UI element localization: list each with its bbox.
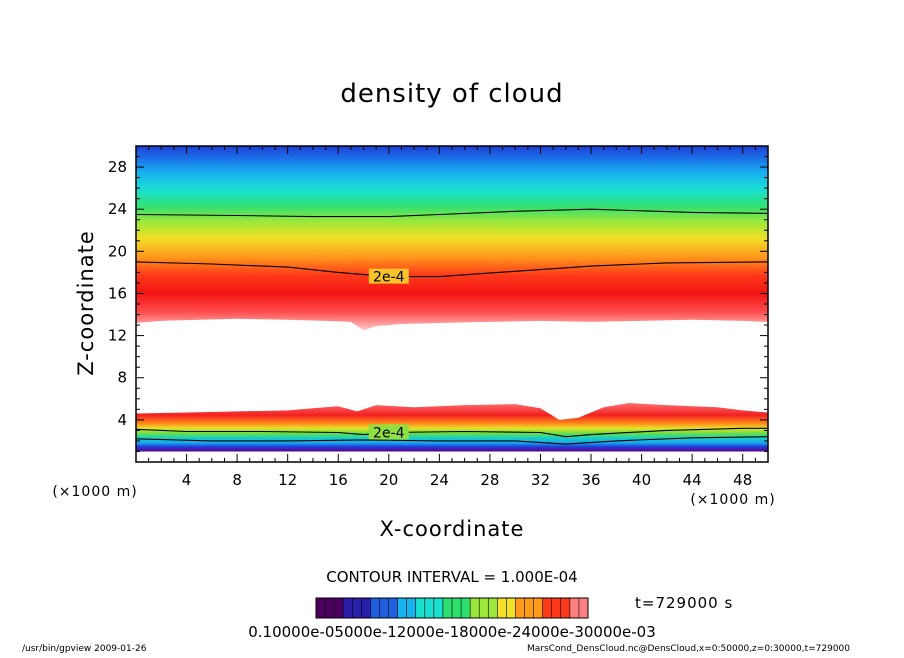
contour-line xyxy=(136,261,768,278)
contour-label-bg xyxy=(368,268,409,284)
colorbar-segment xyxy=(452,598,462,618)
y-tick-label: 24 xyxy=(108,200,127,218)
x-tick-label: 16 xyxy=(329,471,348,489)
y-tick-label: 20 xyxy=(108,242,127,260)
x-tick-label: 20 xyxy=(379,471,398,489)
footer-source: MarsCond_DensCloud.nc@DensCloud,x=0:5000… xyxy=(527,644,850,654)
colorbar-segment xyxy=(479,598,489,618)
colorbar-segment xyxy=(343,598,353,618)
x-tick-label: 24 xyxy=(430,471,449,489)
plot-fill xyxy=(136,146,768,452)
x-unit-label: (×1000 m) xyxy=(690,492,775,508)
x-tick-label: 36 xyxy=(581,471,600,489)
contour-line xyxy=(136,427,768,438)
colorbar-segment xyxy=(461,598,471,618)
y-axis-label: Z-coordinate xyxy=(74,230,98,376)
colorbar-segment xyxy=(352,598,362,618)
colorbar-segment xyxy=(533,598,544,618)
contour-label-group: 2e-4 xyxy=(368,268,409,286)
colorbar xyxy=(315,597,589,619)
colorbar-segment xyxy=(361,598,371,618)
x-tick-label: 44 xyxy=(683,471,702,489)
x-tick-label: 48 xyxy=(733,471,752,489)
colorbar-segment xyxy=(524,598,535,618)
x-tick-label: 4 xyxy=(182,471,192,489)
colorbar-segment xyxy=(316,598,326,618)
x-tick-label: 28 xyxy=(480,471,499,489)
contour-line xyxy=(136,208,768,218)
x-tick-label: 32 xyxy=(531,471,550,489)
colorbar-segment xyxy=(551,598,562,618)
colorbar-segment xyxy=(569,598,580,618)
colorbar-frame xyxy=(315,597,589,619)
contour-label: 2e-4 xyxy=(373,270,405,286)
chart-title: density of cloud xyxy=(340,79,563,109)
lower-cloud-region xyxy=(136,403,768,452)
colorbar-label: 0.10000e-05000e-12000e-18000e-24000e-300… xyxy=(248,623,656,641)
colorbar-segment xyxy=(415,598,426,618)
footer-program: /usr/bin/gpview 2009-01-26 xyxy=(22,644,147,654)
colorbar-segment xyxy=(560,598,571,618)
colorbar-segment xyxy=(325,598,335,618)
colorbar-segment xyxy=(397,598,408,618)
colorbar-segment xyxy=(334,598,344,618)
colorbar-segment xyxy=(488,598,498,618)
y-unit-label: (×1000 m) xyxy=(52,484,137,500)
contour-interval-text: CONTOUR INTERVAL = 1.000E-04 xyxy=(326,568,577,586)
y-tick-label: 4 xyxy=(117,411,127,429)
contour-lines: 2e-4 2e-4 xyxy=(136,208,768,445)
contour-label-bg xyxy=(368,424,409,440)
contour-label-group: 2e-4 xyxy=(368,424,409,442)
colorbar-segment xyxy=(442,598,453,618)
x-tick-label: 8 xyxy=(232,471,242,489)
y-tick-label: 12 xyxy=(108,327,127,345)
colorbar-segment xyxy=(515,598,526,618)
y-tick-label: 16 xyxy=(108,284,127,302)
colorbar-segment xyxy=(370,598,380,618)
colorbar-segment xyxy=(542,598,553,618)
colorbar-segment xyxy=(470,598,480,618)
colorbar-segment xyxy=(406,598,417,618)
contour-line xyxy=(136,436,768,445)
colorbar-segment xyxy=(506,598,516,618)
time-text: t=729000 s xyxy=(635,594,733,612)
y-tick-label: 28 xyxy=(108,158,127,176)
colorbar-segment xyxy=(379,598,390,618)
x-tick-label: 40 xyxy=(632,471,651,489)
colorbar-segment xyxy=(424,598,435,618)
colorbar-segment xyxy=(388,598,399,618)
y-tick-label: 8 xyxy=(117,369,127,387)
colorbar-segment xyxy=(497,598,507,618)
colorbar-segment xyxy=(578,598,589,618)
colorbar-segment xyxy=(433,598,444,618)
upper-cloud-region xyxy=(136,146,768,331)
contour-label: 2e-4 xyxy=(373,426,405,442)
x-tick-label: 12 xyxy=(278,471,297,489)
x-axis-label: X-coordinate xyxy=(380,517,525,541)
